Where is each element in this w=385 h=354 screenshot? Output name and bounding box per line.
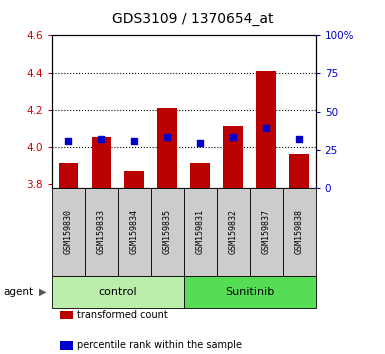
Bar xyxy=(223,126,243,188)
Bar xyxy=(85,188,118,276)
Text: GSM159838: GSM159838 xyxy=(295,209,304,255)
Point xyxy=(98,137,104,142)
Bar xyxy=(124,171,144,188)
Bar xyxy=(184,188,217,276)
Point xyxy=(263,125,270,131)
Text: transformed count: transformed count xyxy=(77,310,168,320)
Text: percentile rank within the sample: percentile rank within the sample xyxy=(77,340,242,350)
Point xyxy=(197,140,203,146)
Text: GSM159831: GSM159831 xyxy=(196,209,205,255)
Bar xyxy=(157,108,177,188)
Bar xyxy=(184,276,316,308)
Bar xyxy=(283,188,316,276)
Bar xyxy=(92,137,111,188)
Point xyxy=(230,135,236,140)
Text: GSM159834: GSM159834 xyxy=(130,209,139,255)
Bar xyxy=(290,154,309,188)
Text: GSM159837: GSM159837 xyxy=(262,209,271,255)
Bar xyxy=(52,188,85,276)
Text: GSM159830: GSM159830 xyxy=(64,209,73,255)
Point xyxy=(164,135,171,140)
Text: control: control xyxy=(99,287,137,297)
Bar xyxy=(59,164,79,188)
Text: GDS3109 / 1370654_at: GDS3109 / 1370654_at xyxy=(112,12,273,27)
Bar xyxy=(256,71,276,188)
Text: GSM159832: GSM159832 xyxy=(229,209,238,255)
Bar xyxy=(250,188,283,276)
Text: ▶: ▶ xyxy=(38,287,46,297)
Bar xyxy=(217,188,250,276)
Bar xyxy=(191,164,210,188)
Text: GSM159833: GSM159833 xyxy=(97,209,106,255)
Bar xyxy=(52,276,184,308)
Point xyxy=(65,138,72,144)
Point xyxy=(296,137,302,142)
Text: Sunitinib: Sunitinib xyxy=(225,287,275,297)
Bar xyxy=(151,188,184,276)
Point xyxy=(131,138,137,144)
Bar xyxy=(118,188,151,276)
Text: GSM159835: GSM159835 xyxy=(163,209,172,255)
Text: agent: agent xyxy=(4,287,34,297)
